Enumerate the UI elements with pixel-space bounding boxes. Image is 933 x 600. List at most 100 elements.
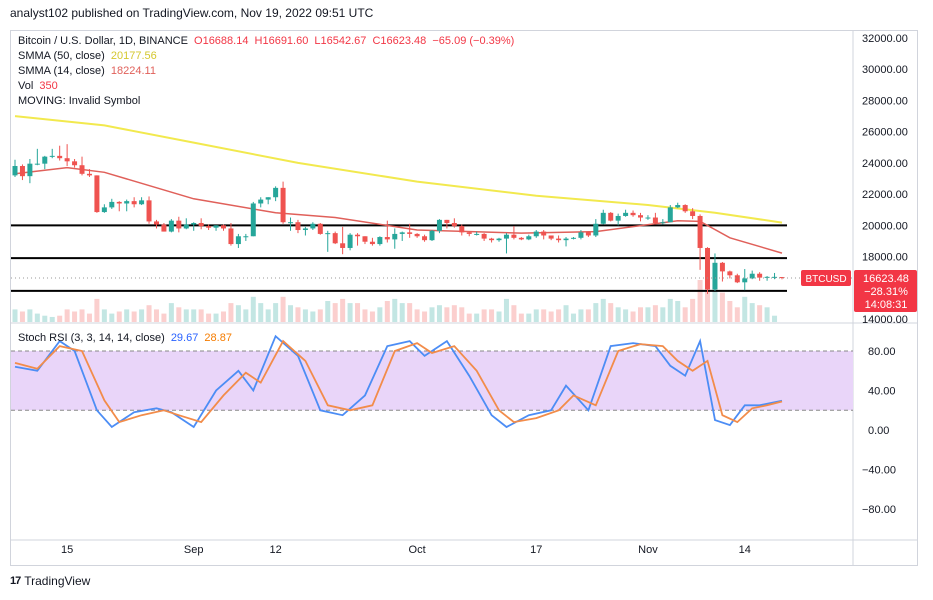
volume-bar	[362, 309, 368, 322]
candle-body	[764, 276, 770, 278]
candle-body	[705, 247, 711, 290]
stoch-k-line	[14, 334, 783, 429]
candle	[593, 219, 599, 238]
candle	[235, 233, 241, 248]
volume-bar	[57, 315, 63, 322]
candle-body	[518, 237, 524, 240]
candle	[630, 210, 636, 217]
volume-bar	[578, 309, 584, 322]
publisher-line: analyst102 published on TradingView.com,…	[10, 6, 374, 20]
candle	[124, 199, 130, 212]
candle	[563, 237, 569, 247]
volume-bar	[660, 307, 666, 322]
candle-body	[474, 233, 480, 235]
volume-bar	[757, 305, 763, 322]
volume-bar	[481, 309, 487, 322]
volume-bar	[49, 316, 55, 322]
volume-bar	[615, 307, 621, 322]
volume-bar	[690, 298, 696, 322]
price-axis-tick: 28000.00	[862, 95, 908, 107]
candle	[153, 219, 159, 229]
candle	[146, 196, 152, 224]
candle-body	[168, 220, 174, 232]
candle-body	[451, 222, 457, 227]
candle	[139, 197, 145, 206]
candle-body	[600, 212, 606, 224]
candle	[570, 237, 576, 240]
volume-bar	[340, 298, 346, 322]
candle	[533, 230, 539, 238]
candle-body	[548, 235, 554, 239]
price-axis-tick: 32000.00	[862, 33, 908, 45]
volume-bar	[585, 309, 591, 322]
candle-body	[317, 223, 323, 234]
stoch-d-line	[14, 339, 783, 424]
candle-body	[615, 215, 621, 221]
grid-lines	[10, 30, 918, 566]
candle	[243, 233, 249, 241]
candle-body	[369, 241, 375, 245]
candle	[86, 169, 92, 177]
volume-bar	[593, 303, 599, 322]
footer-brand[interactable]: 17 TradingView	[10, 574, 90, 588]
candle	[131, 197, 137, 208]
candle-body	[422, 236, 428, 241]
volume-bars	[12, 280, 778, 322]
candle	[347, 233, 353, 251]
candle-body	[347, 234, 353, 248]
candle	[638, 212, 643, 222]
candle	[734, 273, 740, 284]
candle-body	[176, 220, 182, 229]
candle-body	[243, 236, 249, 238]
volume-bar	[392, 298, 398, 322]
candle	[518, 237, 524, 241]
volume-bar	[533, 309, 539, 322]
vol-value: 350	[39, 80, 58, 92]
volume-bar	[221, 311, 226, 322]
candle-body	[235, 236, 241, 245]
candle	[615, 213, 621, 226]
candle-body	[414, 233, 420, 237]
stoch-label: Stoch RSI (3, 3, 14, 14, close)	[18, 332, 165, 344]
candle-body	[116, 201, 122, 204]
candle	[444, 219, 450, 229]
candle	[213, 225, 219, 231]
volume-bar	[630, 311, 636, 322]
candle-body	[734, 275, 740, 283]
candle	[116, 201, 122, 212]
candle-body	[64, 158, 70, 162]
candle-body	[124, 201, 130, 204]
volume-bar	[414, 309, 420, 322]
ohlc-high: H16691.60	[254, 35, 309, 47]
candle	[727, 270, 733, 279]
candle-body	[466, 232, 472, 234]
candle	[645, 215, 651, 220]
axes: 32000.00 30000.00 28000.00 26000.00 24000.00…	[61, 33, 908, 556]
footer-brand-label: TradingView	[24, 574, 91, 588]
volume-bar	[213, 313, 219, 322]
candle-body	[526, 236, 532, 240]
volume-bar	[235, 305, 241, 322]
candle-body	[213, 225, 219, 228]
candle	[72, 158, 78, 168]
ohlc-low: L16542.67	[314, 35, 367, 47]
candle	[176, 216, 182, 233]
candle-body	[250, 203, 256, 237]
candle-body	[779, 277, 785, 279]
volume-bar	[518, 313, 524, 322]
candle	[377, 236, 383, 246]
candle	[436, 219, 442, 234]
candle-body	[288, 222, 294, 224]
candle-body	[623, 212, 629, 216]
volume-bar	[131, 311, 137, 322]
candle-body	[221, 225, 226, 229]
volume-bar	[563, 305, 569, 322]
candle-body	[697, 215, 703, 248]
price-axis-tick: 26000.00	[862, 127, 908, 139]
candle-body	[384, 237, 390, 240]
price-axis-tick: 14000.00	[862, 314, 908, 326]
candle	[712, 253, 718, 291]
time-axis-tick: Nov	[638, 544, 658, 556]
volume-bar	[317, 309, 323, 322]
